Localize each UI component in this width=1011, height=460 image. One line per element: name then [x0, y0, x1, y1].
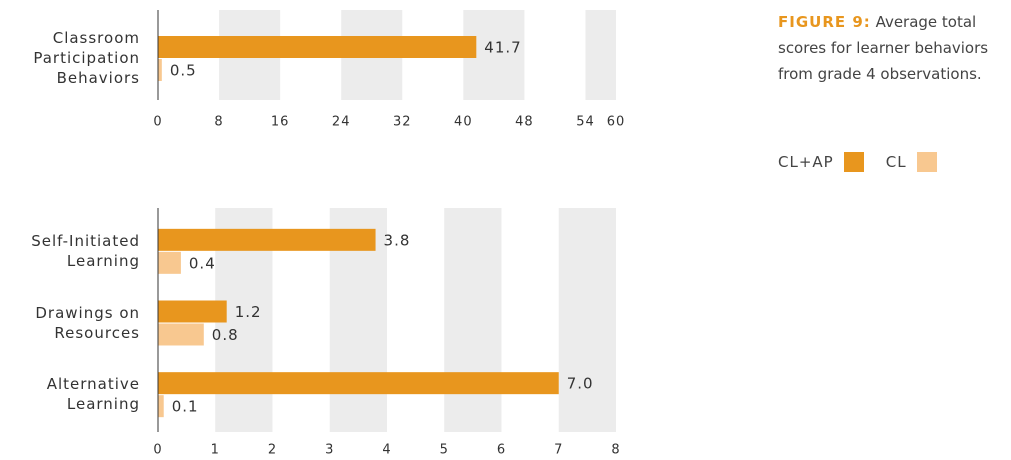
- bar: [158, 59, 162, 81]
- grid-band: [585, 10, 616, 100]
- x-tick-label: 8: [611, 443, 620, 458]
- legend-label: CL: [885, 153, 907, 171]
- bar: [158, 36, 477, 58]
- x-tick-label: 8: [214, 115, 223, 130]
- x-tick-label: 3: [325, 443, 334, 458]
- value-label: 0.5: [170, 62, 197, 80]
- legend-swatch: [843, 152, 864, 172]
- x-tick-label: 40: [454, 115, 473, 130]
- category-label: Self-Initiated Learning: [31, 231, 140, 270]
- x-tick-label: 5: [440, 443, 449, 458]
- x-tick-label: 54: [576, 115, 595, 130]
- bar: [158, 228, 376, 251]
- x-tick-label: 2: [268, 443, 277, 458]
- value-label: 41.7: [484, 39, 521, 57]
- bar: [158, 395, 164, 418]
- bar: [158, 251, 181, 274]
- x-tick-label: 0: [153, 443, 162, 458]
- x-tick-label: 60: [607, 115, 626, 130]
- x-tick-label: 24: [332, 115, 351, 130]
- legend: CL+AP CL: [778, 152, 959, 172]
- grid-band: [558, 208, 616, 432]
- legend-swatch: [916, 152, 937, 172]
- value-label: 3.8: [384, 231, 411, 249]
- x-tick-label: 1: [211, 443, 220, 458]
- x-tick-label: 4: [382, 443, 391, 458]
- value-label: 7.0: [567, 375, 594, 393]
- x-tick-label: 6: [497, 443, 506, 458]
- value-label: 1.2: [235, 303, 262, 321]
- category-label: Drawings on Resources: [35, 303, 140, 342]
- value-label: 0.1: [172, 398, 199, 416]
- x-tick-label: 16: [271, 115, 290, 130]
- grid-band: [444, 208, 502, 432]
- bar: [158, 323, 204, 346]
- category-label: Classroom Participation Behaviors: [33, 29, 140, 87]
- legend-label: CL+AP: [778, 153, 834, 171]
- bar: [158, 372, 559, 395]
- category-label: Alternative Learning: [46, 375, 140, 414]
- figure-caption: FIGURE 9: Average total scores for learn…: [778, 9, 1011, 87]
- x-tick-label: 32: [393, 115, 412, 130]
- value-label: 0.4: [189, 254, 216, 272]
- x-tick-label: 0: [153, 115, 162, 130]
- caption-text: Average total scores for learner behavio…: [778, 13, 989, 83]
- x-tick-label: 48: [515, 115, 534, 130]
- x-tick-label: 7: [554, 443, 563, 458]
- figure-label: FIGURE 9:: [778, 13, 871, 31]
- value-label: 0.8: [212, 326, 239, 344]
- bar: [158, 300, 227, 323]
